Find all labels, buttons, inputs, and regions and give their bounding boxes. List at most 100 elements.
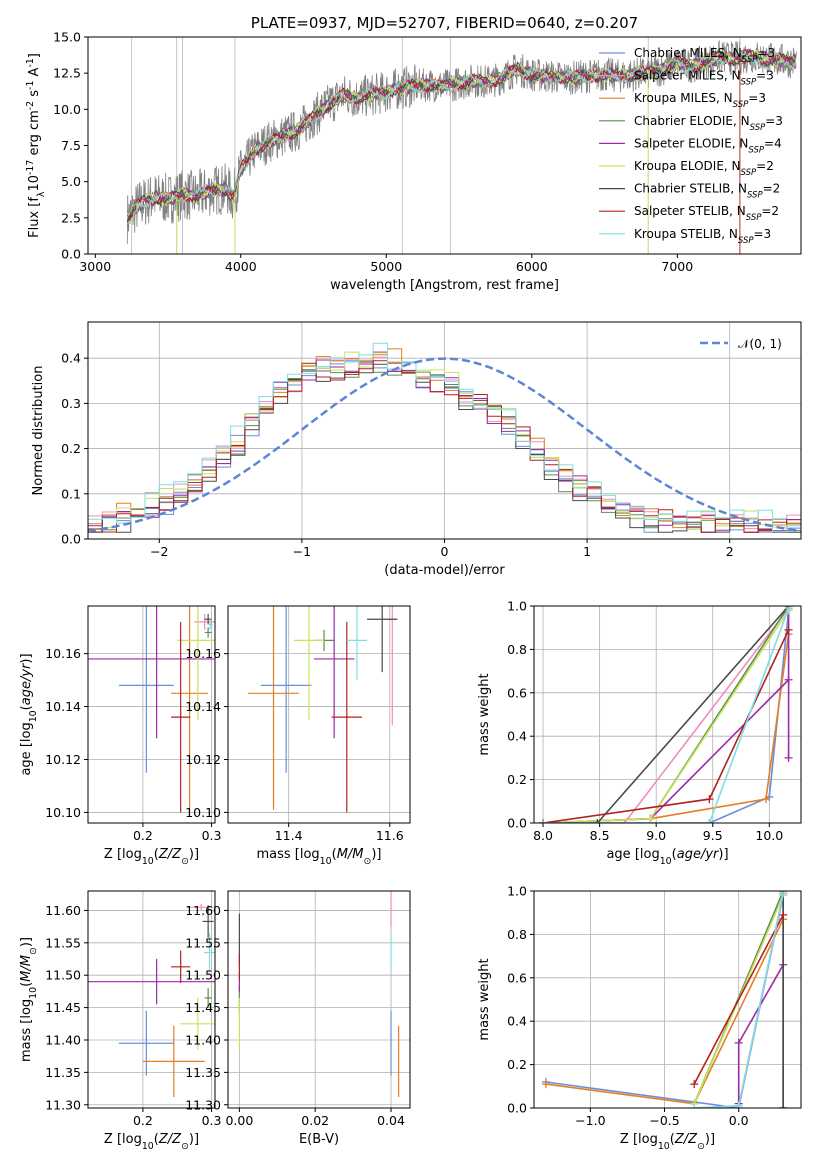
y-tick-label: 11.45	[185, 1000, 221, 1015]
x-tick-label: 0.02	[301, 1113, 329, 1128]
errorbar-chabrier-elodie	[204, 627, 212, 638]
y-axis-label: Flux [fλ10-17 erg cm-2 s-1 A-1]	[25, 53, 47, 238]
marker	[784, 625, 793, 634]
marker	[784, 606, 793, 613]
errorbar-salpeter-miles	[187, 903, 215, 911]
y-tick-label: 0.1	[61, 486, 81, 501]
errorbar-salpeter-elodie	[88, 606, 215, 739]
errorbar-chabrier-miles	[118, 606, 174, 773]
mass-vs-ebv-panel: 0.00 0.02 0.04 11.30 11.35 11.40 11.45 11.50 11.…	[185, 890, 411, 1147]
histogram-kroupa-stelib	[88, 342, 801, 533]
axes-frame: 8.0 8.5 9.0 9.5 10.0 0.0 0.2 0.4 0.6 0.8 1.0 age [l…	[477, 599, 802, 867]
y-tick-label: 15.0	[53, 30, 81, 45]
y-tick-label: 11.35	[45, 1065, 81, 1080]
cumulative-kroupa-stelib	[539, 606, 793, 823]
y-tick-label: 10.14	[185, 699, 221, 714]
cumulative-kroupa-stelib	[690, 891, 788, 1108]
axes-frame: 0.2 0.3 10.10 10.12 10.14 10.16 Z [log10(Z/Z⊙)…	[19, 605, 222, 867]
x-tick-label: 8.0	[533, 828, 553, 843]
errorbar-salpeter-stelib	[171, 621, 191, 813]
y-tick-label: 11.30	[45, 1097, 81, 1112]
x-tick-label: 2	[726, 544, 734, 559]
plot-area	[541, 891, 788, 1108]
errorbar-kroupa-stelib	[204, 933, 215, 972]
y-tick-label: 0.6	[507, 970, 527, 985]
axes-frame: 0.00 0.02 0.04 11.30 11.35 11.40 11.45 11.50 11.…	[185, 890, 411, 1147]
errorbar-chabrier-miles	[260, 606, 312, 773]
errorbar-chabrier-stelib	[367, 606, 398, 673]
y-axis-label: Normed distribution	[31, 366, 46, 496]
x-axis-label: mass [log10(M/M⊙)]	[256, 847, 381, 867]
axes-frame: 0.2 0.311.3011.3511.4011.4511.5011.5511.6…	[19, 890, 222, 1152]
y-tick-label: 0.4	[507, 729, 527, 744]
y-tick-label: 2.5	[61, 210, 81, 225]
y-axis-label: mass weight	[477, 958, 492, 1040]
y-tick-label: 0.0	[507, 816, 527, 831]
axes-border	[533, 890, 802, 1109]
x-tick-label: 10.0	[755, 828, 783, 843]
x-axis-label: age [log10(age/yr)]	[606, 847, 728, 867]
cumulative-salpeter-stelib	[690, 910, 788, 1089]
axes-border	[87, 890, 216, 1109]
y-tick-label: 0.0	[61, 532, 81, 547]
mass-weight-vs-metallicity-panel: −1.0 −0.5 0.0 0.0 0.2 0.4 0.6 0.8 1.0 Z [log10(Z/…	[477, 884, 802, 1152]
marker	[779, 910, 788, 919]
x-tick-label: 11.6	[376, 828, 404, 843]
errorbar-kroupa-miles	[142, 1025, 205, 1097]
x-tick-label: 0	[441, 544, 449, 559]
legend-label: Salpeter STELIB, NSSP=2	[634, 204, 779, 223]
y-tick-label: 11.50	[185, 968, 221, 983]
y-tick-label: 10.12	[45, 752, 81, 767]
residuals-panel: −2 −1 0 1 2 0.0 0.1 0.2 0.3 0.4 (data-model)/error…	[31, 321, 802, 578]
y-tick-label: 0.2	[507, 772, 527, 787]
x-tick-label: 3000	[79, 259, 111, 274]
y-tick-label: 0.2	[61, 441, 81, 456]
y-tick-label: 11.35	[185, 1065, 221, 1080]
axes-frame: 11.4 11.6 10.10 10.12 10.14 10.16 mass [log10(…	[185, 605, 411, 867]
marker	[779, 891, 788, 898]
axes-border	[227, 605, 411, 824]
x-tick-label: 11.4	[275, 828, 303, 843]
x-tick-label: 5000	[370, 259, 402, 274]
x-tick-label: −2	[150, 544, 168, 559]
x-tick-label: 9.5	[703, 828, 723, 843]
y-tick-label: 10.0	[53, 102, 81, 117]
plot-area	[126, 37, 797, 254]
errorbar-kroupa-miles	[248, 606, 299, 810]
errorbar-salpeter-stelib	[171, 950, 191, 983]
marker	[761, 795, 770, 804]
y-tick-label: 0.2	[507, 1057, 527, 1072]
marker	[690, 1104, 699, 1108]
y-tick-label: 11.55	[185, 935, 221, 950]
plot-area	[88, 606, 215, 813]
y-tick-label: 11.60	[185, 903, 221, 918]
x-axis-label: Z [log10(Z/Z⊙)]	[104, 847, 199, 867]
marker	[541, 1080, 550, 1089]
x-axis-label: (data-model)/error	[384, 563, 505, 578]
legend-label: Kroupa MILES, NSSP=3	[634, 91, 766, 110]
x-axis-label: E(B-V)	[299, 1132, 339, 1147]
x-axis-label: Z [log10(Z/Z⊙)]	[104, 1132, 199, 1152]
axes-frame: −2 −1 0 1 2 0.0 0.1 0.2 0.3 0.4 (data-model)/error…	[31, 321, 802, 578]
spectrum-panel: 3000 4000 5000 6000 7000 0.0 2.5 5.0 7.5 10.0 12.5…	[25, 14, 802, 293]
axes-frame: 3000 4000 5000 6000 7000 0.0 2.5 5.0 7.5 10.0 12.5…	[25, 14, 802, 293]
y-tick-label: 12.5	[53, 66, 81, 81]
axes-frame: −1.0 −0.5 0.0 0.0 0.2 0.4 0.6 0.8 1.0 Z [log10(Z/…	[477, 884, 802, 1152]
x-tick-label: 0.04	[377, 1113, 405, 1128]
legend-label: Salpeter MILES, NSSP=3	[634, 69, 774, 88]
errorbar-salpeter-stelib	[331, 621, 362, 813]
legend-label: Kroupa STELIB, NSSP=3	[634, 227, 771, 246]
marker	[646, 814, 655, 823]
marker	[784, 675, 793, 684]
cumulative-salpeter-elodie	[539, 606, 793, 823]
marker	[539, 819, 548, 823]
marker	[705, 819, 714, 823]
x-tick-label: −1	[293, 544, 311, 559]
x-tick-label: 0.00	[225, 1113, 253, 1128]
x-tick-label: 0.3	[202, 828, 222, 843]
y-tick-label: 7.5	[61, 138, 81, 153]
marker	[779, 1104, 788, 1108]
x-tick-label: −1.0	[575, 1113, 605, 1128]
y-tick-label: 11.60	[45, 903, 81, 918]
plot-area	[238, 891, 400, 1097]
